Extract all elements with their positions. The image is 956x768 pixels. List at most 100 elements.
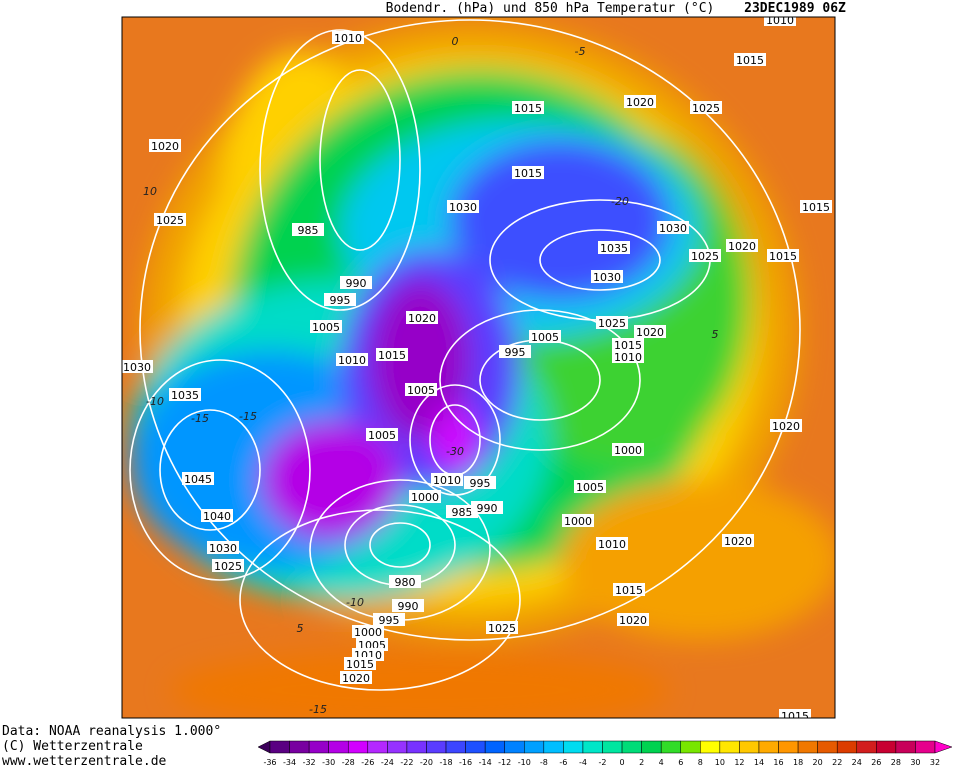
colorbar-swatch [524, 740, 545, 754]
isotherm-label: 0 [452, 35, 459, 48]
isobar-label: 1015 [346, 658, 374, 671]
isobar-label-box [373, 613, 405, 626]
isobar-label-box [207, 541, 239, 554]
isobar-label: 1030 [209, 542, 237, 555]
footer-line: (C) Wetterzentrale [2, 739, 143, 754]
isobar-label: 1025 [156, 214, 184, 227]
colorbar-label: 32 [930, 758, 940, 767]
isobar-label-box [336, 353, 368, 366]
isobar-label: 1030 [659, 222, 687, 235]
isotherm-label: -30 [446, 445, 464, 458]
isobar-label: 1015 [802, 201, 830, 214]
isobar-label-box [149, 139, 181, 152]
colorbar-label: -2 [599, 758, 607, 767]
colorbar-swatch [836, 740, 858, 754]
colorbar-label: 26 [871, 758, 881, 767]
isobar-label-box [389, 575, 421, 588]
isobar-label-box [612, 338, 644, 351]
isotherm-label: 5 [712, 328, 719, 341]
colorbar-label: -12 [498, 758, 511, 767]
colorbar-label: -14 [479, 758, 492, 767]
colorbar-swatch [621, 740, 642, 754]
title: Bodendr. (hPa) und 850 hPa Temperatur (°… [386, 1, 715, 16]
colorbar-swatch [778, 740, 799, 754]
colorbar-swatch [289, 740, 310, 754]
isobar-label: 1005 [407, 384, 435, 397]
isobar-label-box [596, 537, 628, 550]
isobar-label: 1020 [772, 420, 800, 433]
colorbar: -36 -34 -32 -30 -28 -26 -24 -22 -20 -18 -16 -14 -12-… [257, 740, 953, 767]
isobar-label-box [154, 213, 186, 226]
isobar-label-box [324, 293, 356, 306]
isobar-label: 995 [379, 614, 400, 627]
isobar-label-box [366, 428, 398, 441]
colorbar-label: 4 [659, 758, 664, 767]
isobar-label-box [340, 276, 372, 289]
isobar-label: 1005 [576, 481, 604, 494]
isobar-label-box [447, 200, 479, 213]
isobar-label-box [726, 239, 758, 252]
isobar-label-box [405, 383, 437, 396]
isobar-label-box [800, 200, 832, 213]
isobar-label: 1010 [338, 354, 366, 367]
isobar-label: 1015 [514, 102, 542, 115]
isobar-label-box [332, 31, 364, 44]
isotherm-label: -10 [146, 395, 164, 408]
colorbar-label: -6 [559, 758, 567, 767]
isobar-label: 1030 [593, 271, 621, 284]
isobar-label: 1010 [598, 538, 626, 551]
colorbar-label: 12 [734, 758, 744, 767]
colorbar-end [934, 740, 953, 754]
isobar-label-box [340, 671, 372, 684]
colorbar-swatch [347, 740, 369, 754]
isobar-label: 1010 [614, 351, 642, 364]
colorbar-label: 2 [639, 758, 644, 767]
isobar-label-box [292, 223, 324, 236]
colorbar-label: 24 [852, 758, 862, 767]
isobar-label: 1015 [615, 584, 643, 597]
colorbar-swatch [406, 740, 427, 754]
isotherm-label: 5 [297, 622, 304, 635]
isobar-label: 1000 [354, 626, 382, 639]
colorbar-swatch [387, 740, 408, 754]
colorbar-label: 22 [832, 758, 842, 767]
isobar-label-box [344, 657, 376, 670]
isobar-label-box [169, 388, 201, 401]
isobar-label-box [431, 473, 463, 486]
isobar-label-box [657, 221, 689, 234]
colorbar-swatch [484, 740, 505, 754]
isobar-label-box [596, 316, 628, 329]
isobar-label: 1020 [636, 326, 664, 339]
isobar-label: 990 [398, 600, 419, 613]
isobar-label: 995 [505, 346, 526, 359]
isobar-label-box [392, 599, 424, 612]
colorbar-label: 10 [715, 758, 725, 767]
isobar-label-box [689, 249, 721, 262]
colorbar-label: 28 [891, 758, 901, 767]
isotherm-label: -15 [191, 412, 209, 425]
footer-line: www.wetterzentrale.de [2, 754, 167, 768]
isotherm-label: -5 [575, 45, 586, 58]
isobar-label: 990 [346, 277, 367, 290]
isobar-label: 1020 [619, 614, 647, 627]
isobar-label: 985 [452, 506, 473, 519]
colorbar-label: -16 [459, 758, 472, 767]
isobar-label-box [779, 709, 811, 718]
isobar-label-box [464, 476, 496, 489]
colorbar-label: -24 [381, 758, 394, 767]
isobar-label: 1025 [488, 622, 516, 635]
map: 1010 1015 1020 1025 985 1015 1020 1025 1015 1030 1… [122, 17, 835, 718]
colorbar-swatch [426, 740, 447, 754]
isotherm-label: -15 [239, 410, 257, 423]
colorbar-swatch [660, 740, 681, 754]
colorbar-label: -18 [439, 758, 452, 767]
isobar-label: 1005 [531, 331, 559, 344]
colorbar-label: 18 [793, 758, 803, 767]
colorbar-swatch [504, 740, 525, 754]
colorbar-swatch [367, 740, 388, 754]
isobar-label: 980 [395, 576, 416, 589]
isobar-label: 1035 [600, 242, 628, 255]
colorbar-label: 6 [678, 758, 683, 767]
isobar-label-box [770, 419, 802, 432]
